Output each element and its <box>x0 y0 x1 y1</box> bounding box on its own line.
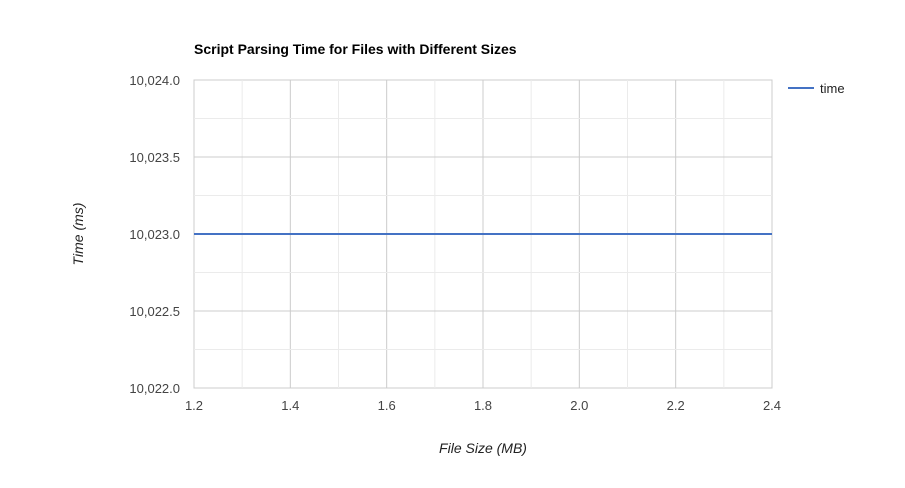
x-axis-label: File Size (MB) <box>439 440 527 456</box>
chart-title: Script Parsing Time for Files with Diffe… <box>194 41 517 57</box>
y-tick-label: 10,022.0 <box>129 381 180 396</box>
plot-area <box>193 79 773 389</box>
y-axis-ticks: 10,022.0 10,022.5 10,023.0 10,023.5 10,024.0 <box>129 73 180 396</box>
y-tick-label: 10,023.0 <box>129 227 180 242</box>
y-tick-label: 10,024.0 <box>129 73 180 88</box>
legend-label: time <box>820 81 845 96</box>
legend: time <box>788 81 845 96</box>
y-axis-label: Time (ms) <box>70 203 86 266</box>
x-tick-label: 2.2 <box>667 398 685 413</box>
x-tick-label: 1.8 <box>474 398 492 413</box>
x-tick-label: 1.6 <box>378 398 396 413</box>
y-tick-label: 10,022.5 <box>129 304 180 319</box>
x-tick-label: 1.4 <box>281 398 299 413</box>
x-tick-label: 1.2 <box>185 398 203 413</box>
x-axis-ticks: 1.2 1.4 1.6 1.8 2.0 2.2 2.4 <box>185 398 781 413</box>
x-tick-label: 2.0 <box>570 398 588 413</box>
x-tick-label: 2.4 <box>763 398 781 413</box>
y-tick-label: 10,023.5 <box>129 150 180 165</box>
